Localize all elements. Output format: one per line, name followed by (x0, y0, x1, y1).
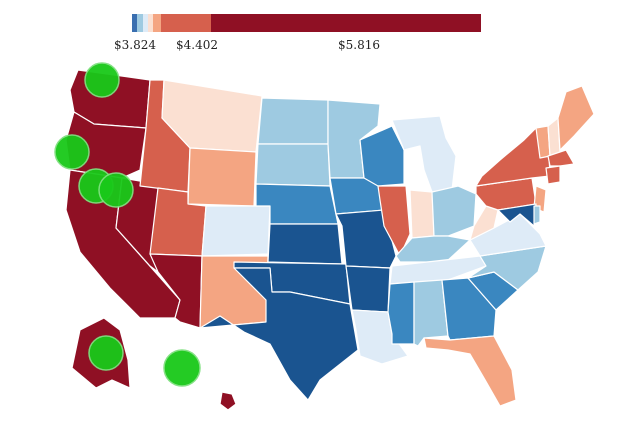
state-massachusetts[interactable] (547, 149, 575, 167)
location-marker-5[interactable] (163, 349, 201, 387)
us-choropleth-map (0, 60, 642, 440)
legend-label-max: $5.816 (338, 38, 380, 52)
state-arkansas[interactable] (345, 265, 391, 313)
legend-swatch-3 (148, 14, 153, 32)
legend-swatch-4 (153, 14, 161, 32)
legend-swatch-5 (161, 14, 211, 32)
state-connecticut[interactable] (545, 165, 561, 185)
state-mississippi[interactable] (387, 281, 415, 345)
state-wyoming[interactable] (187, 147, 257, 207)
state-hawaii[interactable] (219, 391, 237, 411)
state-kentucky[interactable] (395, 235, 471, 263)
state-north-dakota[interactable] (257, 97, 329, 145)
location-marker-0[interactable] (84, 62, 120, 98)
legend-swatch-6 (211, 14, 481, 32)
state-wisconsin[interactable] (359, 125, 405, 187)
location-marker-1[interactable] (54, 134, 90, 170)
legend-label-mid: $4.402 (176, 38, 218, 52)
legend-swatch-1 (137, 14, 143, 32)
state-north-carolina[interactable] (467, 245, 547, 291)
state-west-virginia[interactable] (469, 205, 499, 241)
state-maine[interactable] (557, 85, 595, 151)
legend-swatch-2 (143, 14, 148, 32)
map-svg (54, 62, 595, 411)
state-south-dakota[interactable] (255, 143, 331, 187)
state-tennessee[interactable] (389, 255, 487, 285)
location-marker-3[interactable] (98, 172, 134, 208)
state-texas[interactable] (199, 267, 359, 401)
location-marker-4[interactable] (88, 335, 124, 371)
state-colorado[interactable] (201, 205, 271, 257)
legend-swatch-0 (132, 14, 137, 32)
state-florida[interactable] (423, 335, 517, 407)
legend-label-min: $3.824 (114, 38, 156, 52)
state-delaware[interactable] (533, 205, 541, 225)
state-maryland[interactable] (497, 203, 537, 227)
state-ohio[interactable] (431, 185, 477, 237)
legend-color-bar (132, 14, 481, 32)
marker-layer (54, 62, 201, 387)
state-kansas[interactable] (267, 223, 343, 265)
color-legend: $3.824 $4.402 $5.816 (0, 0, 642, 60)
state-indiana[interactable] (409, 189, 435, 239)
